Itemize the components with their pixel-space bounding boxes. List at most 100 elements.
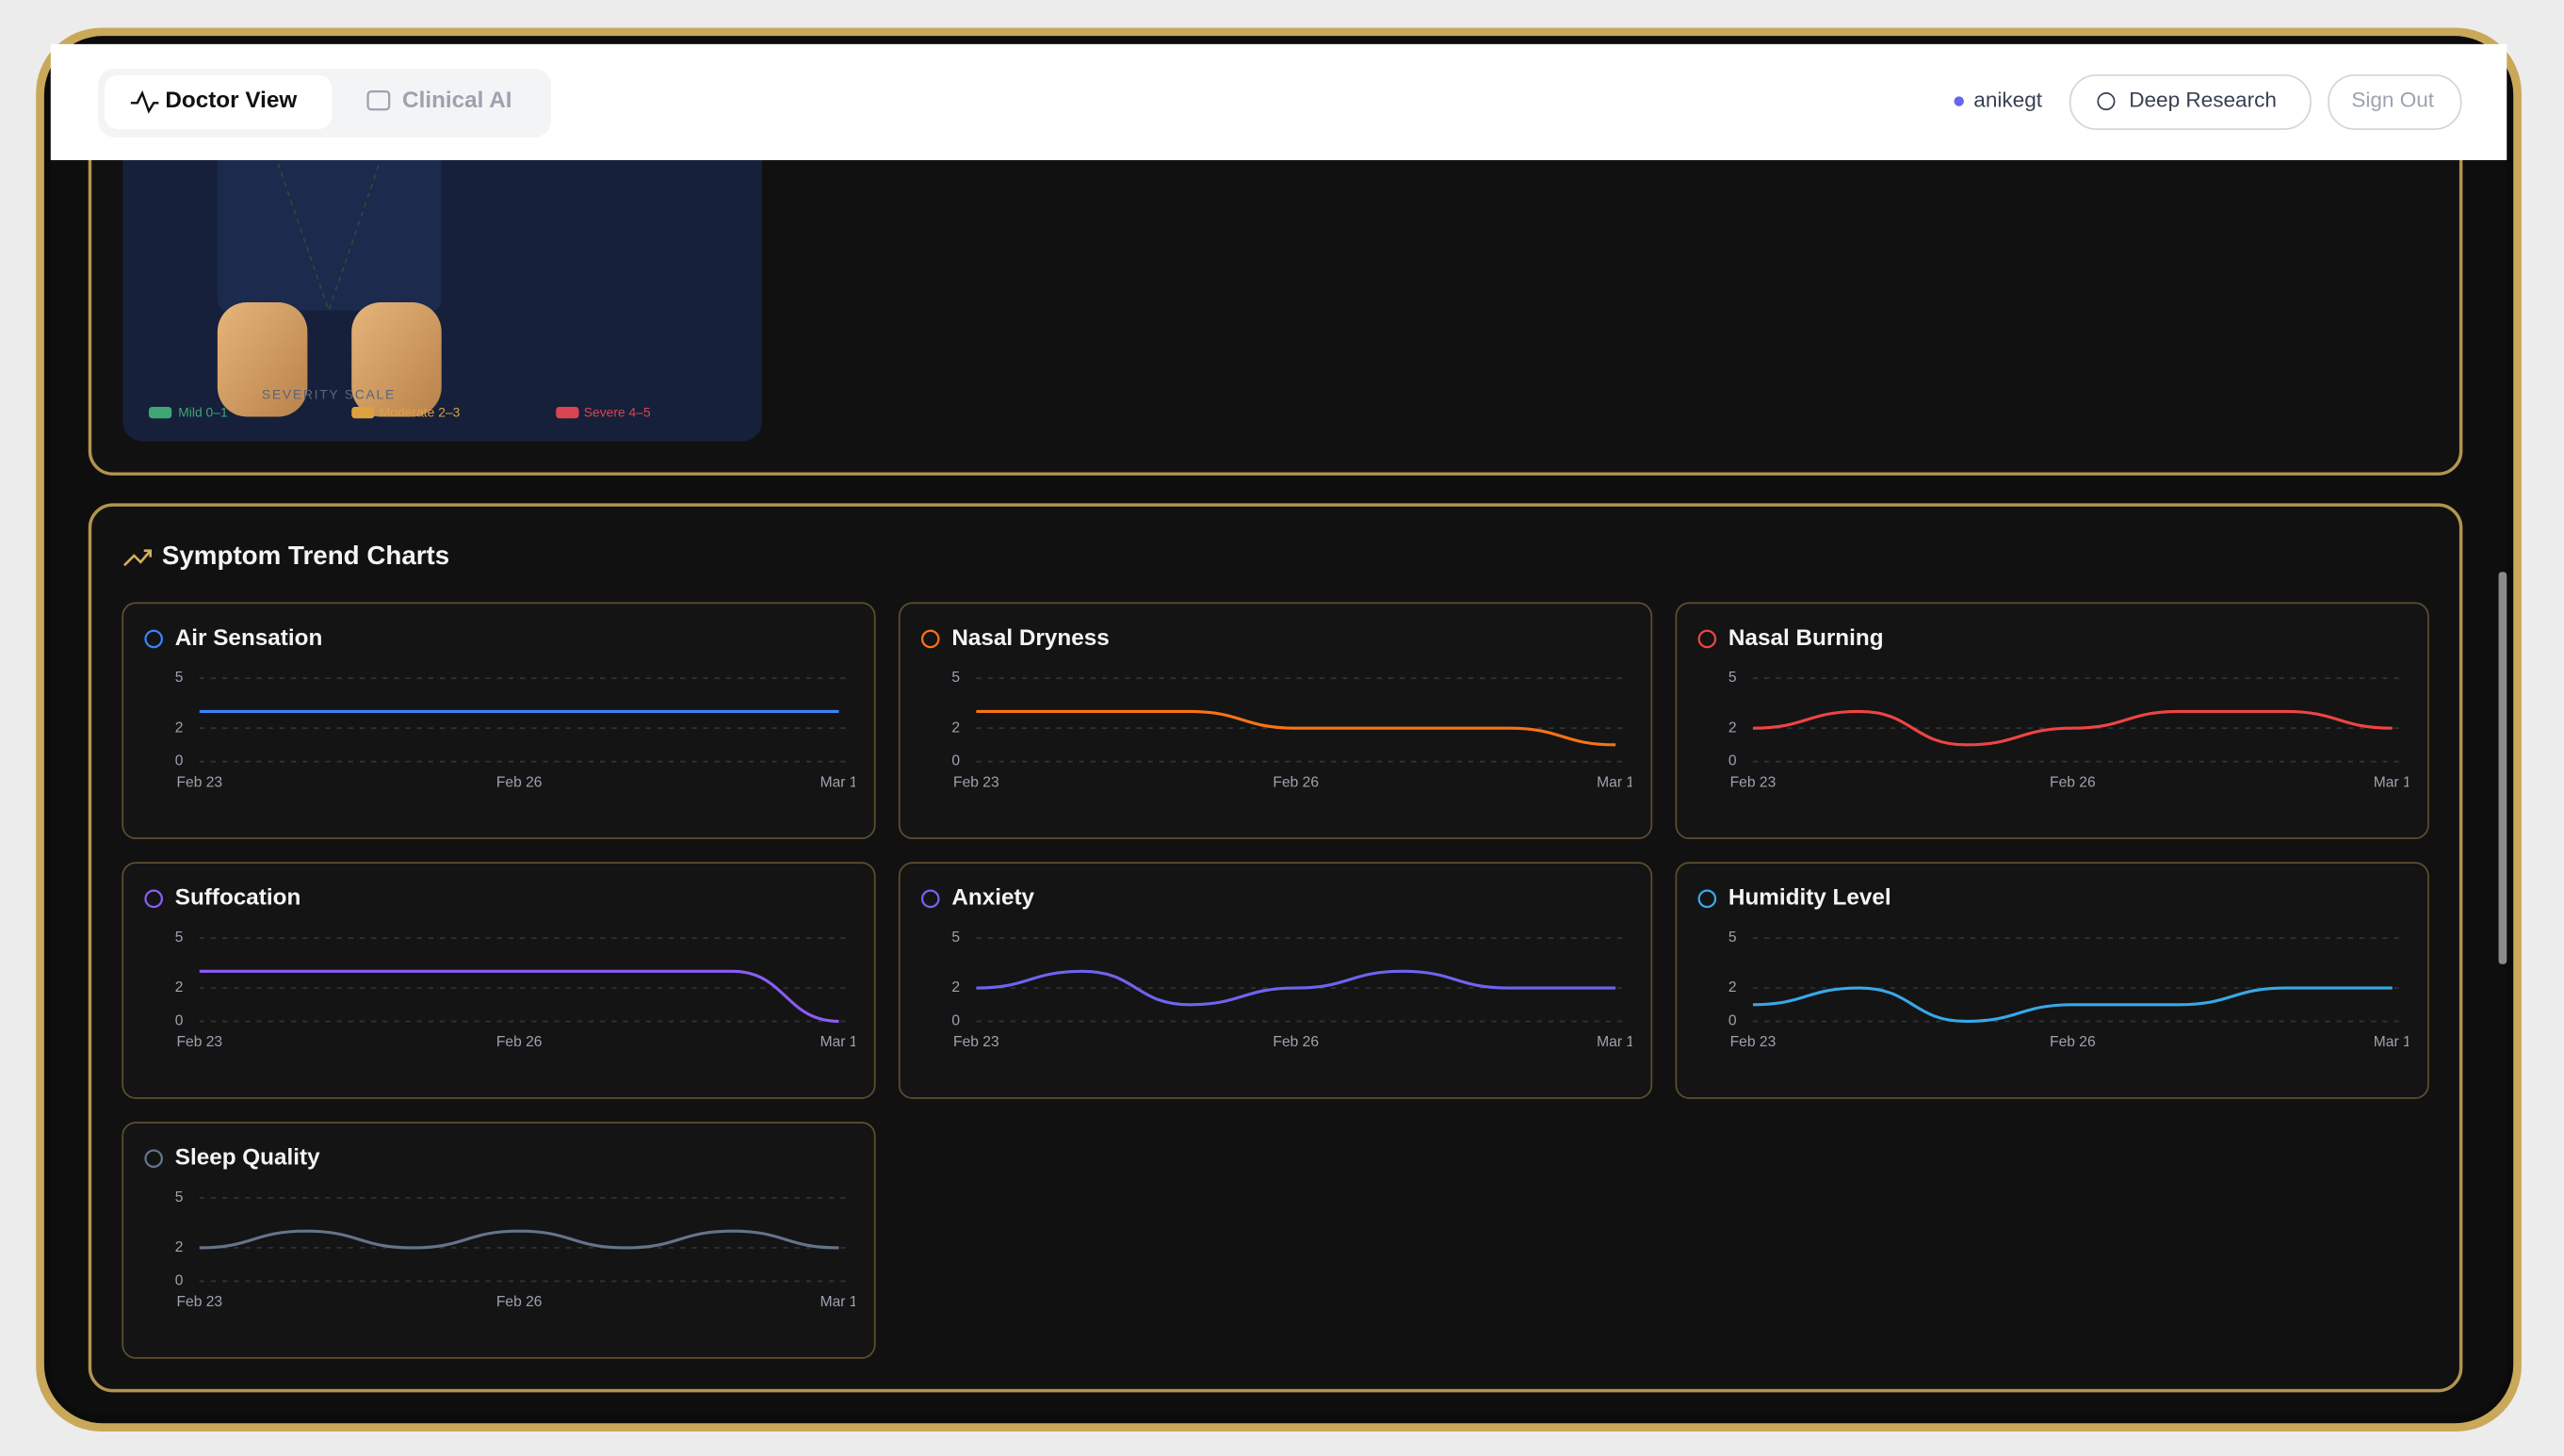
chart-title: Sleep Quality [175,1145,320,1171]
chart-title: Anxiety [951,885,1034,911]
legend-swatch [556,407,579,419]
legend-swatch [148,407,172,419]
x-tick-label: Mar 1 [2374,1034,2411,1050]
button-icon [2097,92,2116,111]
x-axis: Feb 23 Feb 26 Mar 1 [953,1034,1634,1050]
chart-card: Nasal Burning 0 2 5 Feb 23 Feb 26 Mar 1 [1675,602,2429,839]
chart-icon [920,629,940,649]
y-tick-label: 2 [175,1239,184,1255]
y-tick-label: 0 [175,1013,184,1029]
y-tick-label: 0 [175,753,184,769]
chart-card: Sleep Quality 0 2 5 Feb 23 Feb 26 Mar 1 [122,1122,876,1359]
scrollbar[interactable] [2498,572,2507,964]
trend-line [976,969,1616,1007]
y-tick-label: 2 [1728,720,1737,736]
chart-icon [1697,889,1717,909]
x-tick-label: Feb 26 [496,1034,543,1050]
y-tick-label: 0 [951,753,960,769]
x-tick-label: Feb 26 [496,1294,543,1310]
x-axis: Feb 23 Feb 26 Mar 1 [176,1034,854,1050]
trend-line [199,969,839,1024]
y-tick-label: 0 [1728,1013,1737,1029]
y-tick-label: 5 [175,670,184,686]
x-axis: Feb 23 Feb 26 Mar 1 [953,774,1634,790]
card-frame [122,602,876,839]
y-tick-label: 5 [1728,670,1737,686]
legend-swatch [351,407,375,419]
card-frame [1675,862,2429,1099]
button-label[interactable]: Deep Research [2129,89,2277,112]
button-label[interactable]: Sign Out [2351,89,2434,112]
user-name: anikegt [1973,89,2042,112]
y-tick-label: 5 [175,930,184,946]
x-tick-label: Mar 1 [1597,1034,1634,1050]
card-frame [122,1122,876,1359]
chart-title: Air Sensation [175,625,323,651]
chart-title: Suffocation [175,885,301,911]
torso[interactable] [217,147,442,311]
card-frame [1675,602,2429,839]
tab-icon [130,89,159,114]
y-tick-label: 5 [951,670,960,686]
chart-grid: Air Sensation 0 2 5 Feb 23 Feb 26 Mar 1 Nasal D… [122,602,2429,1359]
chart-icon [920,889,940,909]
x-tick-label: Feb 26 [2050,1034,2096,1050]
chart-icon [144,629,163,649]
x-tick-label: Feb 23 [176,774,222,790]
chart-icon [144,1149,163,1169]
section-title: Symptom Trend Charts [162,541,449,570]
y-tick-label: 5 [951,930,960,946]
y-tick-label: 5 [1728,930,1737,946]
legend-label: Moderate 2–3 [380,405,461,420]
left-leg[interactable] [217,301,308,417]
tab-label[interactable]: Doctor View [165,88,297,113]
x-tick-label: Mar 1 [820,1294,858,1310]
x-tick-label: Feb 23 [953,1034,999,1050]
y-tick-label: 2 [1728,979,1737,995]
trend-line [199,1229,839,1250]
y-tick-label: 0 [175,1272,184,1288]
section-icon [123,549,153,567]
chart-title: Nasal Dryness [951,625,1109,651]
deep-research-button[interactable] [2069,73,2312,130]
y-tick-label: 2 [175,979,184,995]
x-tick-label: Feb 23 [1730,774,1777,790]
card-frame [898,862,1653,1099]
user-dot [1954,96,1964,106]
y-tick-label: 0 [951,1013,960,1029]
chart-card: Nasal Dryness 0 2 5 Feb 23 Feb 26 Mar 1 [898,602,1653,839]
card-frame [122,862,876,1099]
x-tick-label: Feb 26 [1273,774,1319,790]
y-tick-label: 5 [175,1189,184,1205]
legend-label: Severe 4–5 [584,405,651,420]
x-tick-label: Feb 26 [2050,774,2096,790]
x-axis: Feb 23 Feb 26 Mar 1 [1730,774,2411,790]
trend-line [1752,986,2393,1024]
tab-label[interactable]: Clinical AI [402,88,512,113]
x-tick-label: Feb 23 [176,1294,222,1310]
chart-title: Nasal Burning [1728,625,1884,651]
tab-active[interactable] [105,74,333,130]
chart-title: Humidity Level [1728,885,1891,911]
chart-card: Anxiety 0 2 5 Feb 23 Feb 26 Mar 1 [898,862,1653,1099]
x-axis: Feb 23 Feb 26 Mar 1 [176,774,858,790]
x-tick-label: Feb 23 [953,774,999,790]
y-tick-label: 2 [951,979,960,995]
x-tick-label: Feb 23 [176,1034,222,1050]
x-tick-label: Feb 26 [1273,1034,1319,1050]
right-leg[interactable] [351,301,442,417]
x-tick-label: Feb 23 [1730,1034,1777,1050]
tab-icon [366,90,391,111]
x-tick-label: Mar 1 [820,774,858,790]
x-tick-label: Mar 1 [2374,774,2411,790]
legend-title: SEVERITY SCALE [262,387,396,402]
chart-icon [144,889,163,909]
x-tick-label: Mar 1 [1597,774,1634,790]
torso-line [277,163,381,314]
sign-out-button[interactable] [2328,73,2462,130]
x-axis: Feb 23 Feb 26 Mar 1 [1730,1034,2411,1050]
chart-card: Air Sensation 0 2 5 Feb 23 Feb 26 Mar 1 [122,602,876,839]
chart-card: Suffocation 0 2 5 Feb 23 Feb 26 Mar 1 [122,862,876,1099]
